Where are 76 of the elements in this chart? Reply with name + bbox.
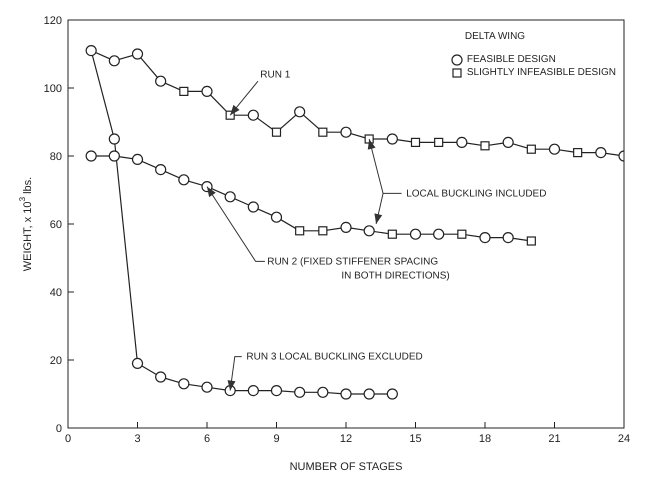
y-tick-label: 20 <box>50 354 62 367</box>
point <box>132 154 144 165</box>
y-tick-label: 40 <box>50 286 62 299</box>
point <box>410 138 420 147</box>
point <box>318 226 328 236</box>
point <box>179 86 188 96</box>
point <box>548 144 560 155</box>
point <box>457 230 466 239</box>
legend-label: SLIGHTLY INFEASIBLE DESIGN <box>466 66 616 79</box>
point <box>270 212 282 223</box>
point <box>224 191 236 202</box>
point <box>386 133 398 145</box>
point <box>434 138 444 147</box>
point <box>386 388 398 400</box>
point <box>132 48 144 60</box>
point <box>178 174 190 186</box>
point <box>526 236 536 246</box>
point <box>108 133 120 145</box>
y-tick-label: 80 <box>50 150 62 163</box>
point <box>317 386 328 398</box>
point <box>456 136 468 148</box>
point <box>295 226 304 236</box>
point <box>364 388 375 400</box>
point <box>155 76 166 87</box>
point <box>480 141 490 150</box>
point <box>573 148 582 158</box>
point <box>294 106 306 118</box>
x-tick-label: 12 <box>340 432 352 445</box>
point <box>340 222 352 233</box>
point <box>526 144 536 154</box>
point <box>410 228 422 240</box>
legend-title: DELTA WING <box>464 30 526 43</box>
point <box>340 388 352 400</box>
annotation: RUN 2 (FIXED STIFFENER SPACING IN BOTH DIRECTIONS) <box>267 256 450 282</box>
point <box>270 385 282 396</box>
x-tick-label: 21 <box>548 432 561 445</box>
y-tick-label: 0 <box>56 422 62 435</box>
x-tick-label: 15 <box>409 432 422 445</box>
point <box>155 371 166 383</box>
x-tick-label: 18 <box>478 432 492 445</box>
y-tick-label: 120 <box>44 14 62 27</box>
point <box>201 382 213 393</box>
x-tick-label: 0 <box>64 432 72 445</box>
point <box>108 55 120 66</box>
point <box>364 225 375 236</box>
point <box>318 128 328 137</box>
point <box>132 358 144 369</box>
point <box>340 126 352 138</box>
point <box>388 230 397 239</box>
point <box>294 386 306 398</box>
point <box>502 232 514 244</box>
point <box>86 150 97 162</box>
point <box>201 86 213 97</box>
point <box>433 228 444 240</box>
point <box>155 164 166 176</box>
annotation: RUN 3 LOCAL BUCKLING EXCLUDED <box>246 351 423 362</box>
point <box>502 136 514 148</box>
x-tick-label: 3 <box>134 432 141 445</box>
point <box>479 232 491 244</box>
point <box>86 45 97 56</box>
x-tick-label: 6 <box>204 432 210 445</box>
x-tick-label: 9 <box>273 432 280 445</box>
y-tick-label: 100 <box>44 82 62 95</box>
annotation: LOCAL BUCKLING INCLUDED <box>406 188 546 200</box>
point <box>178 378 190 390</box>
point <box>595 147 606 158</box>
x-axis-title: NUMBER OF STAGES <box>290 461 402 473</box>
point <box>248 385 259 396</box>
point <box>272 128 282 137</box>
annotation: RUN 1 <box>260 69 291 80</box>
point <box>108 150 120 162</box>
x-tick-label: 24 <box>618 432 630 445</box>
legend-label: FEASIBLE DESIGN <box>466 53 556 66</box>
point <box>248 110 259 121</box>
point <box>248 201 259 213</box>
y-tick-label: 60 <box>50 218 62 231</box>
